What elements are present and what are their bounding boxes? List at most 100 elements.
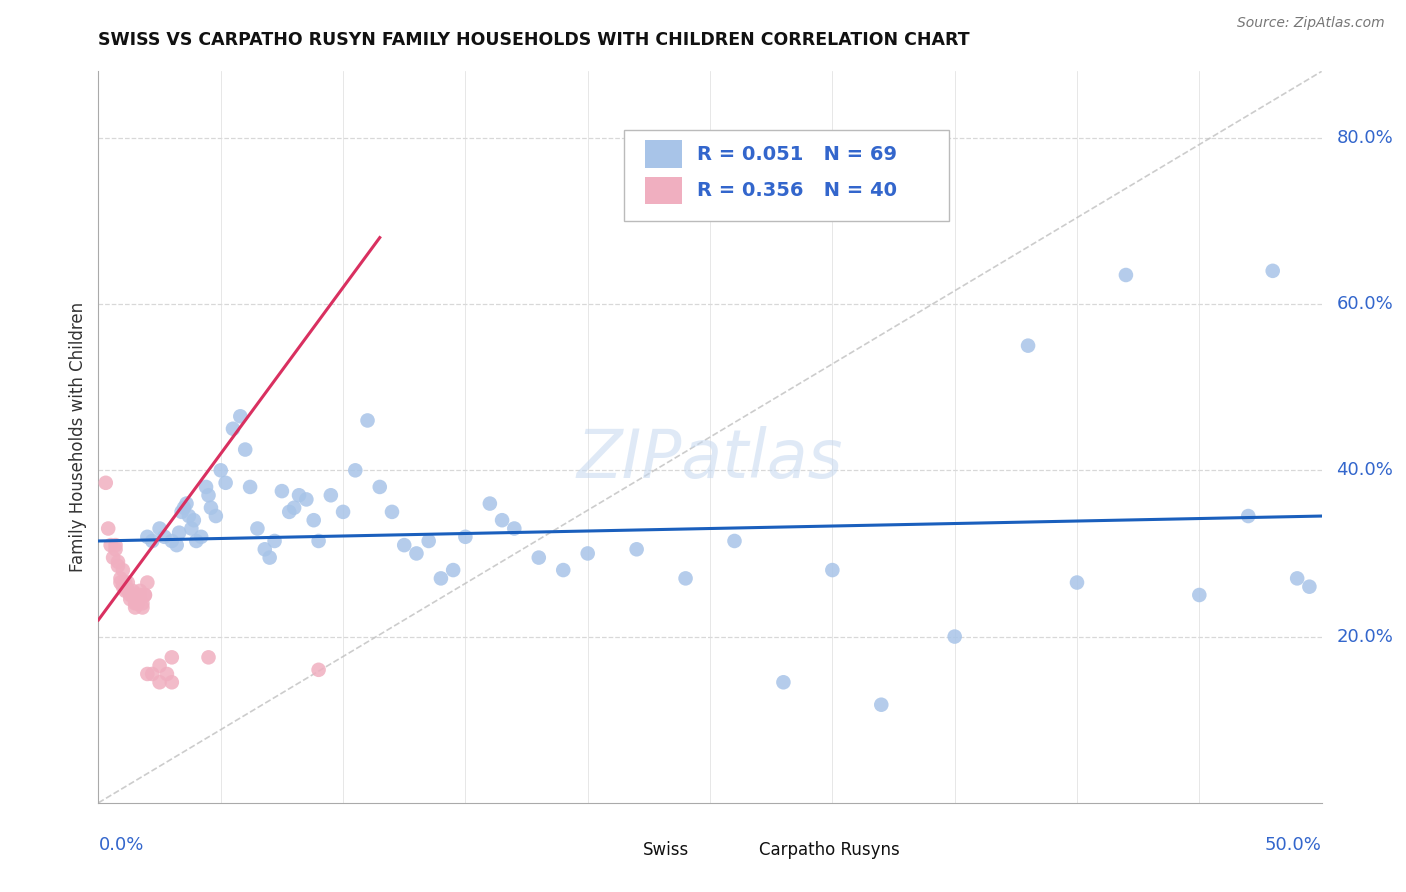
Point <box>166 538 188 552</box>
Point <box>120 592 142 607</box>
Text: 50.0%: 50.0% <box>1265 836 1322 854</box>
Point <box>141 533 163 548</box>
Point <box>1188 588 1211 602</box>
Point <box>134 588 156 602</box>
Point <box>319 488 342 502</box>
Point <box>136 530 159 544</box>
Point <box>870 698 893 712</box>
Point <box>233 442 256 457</box>
Point <box>1286 571 1309 585</box>
Text: Source: ZipAtlas.com: Source: ZipAtlas.com <box>1237 16 1385 30</box>
Point <box>1298 580 1320 594</box>
Point <box>104 538 127 552</box>
Y-axis label: Family Households with Children: Family Households with Children <box>69 302 87 572</box>
Point <box>107 555 129 569</box>
FancyBboxPatch shape <box>723 839 749 862</box>
Point <box>160 675 183 690</box>
Point <box>239 480 262 494</box>
Point <box>283 500 305 515</box>
Point <box>180 521 202 535</box>
Point <box>124 600 146 615</box>
Point <box>200 500 222 515</box>
Point <box>110 571 132 585</box>
Point <box>131 600 153 615</box>
Point <box>222 422 245 436</box>
Point <box>127 596 149 610</box>
Text: SWISS VS CARPATHO RUSYN FAMILY HOUSEHOLDS WITH CHILDREN CORRELATION CHART: SWISS VS CARPATHO RUSYN FAMILY HOUSEHOLD… <box>98 31 970 49</box>
Point <box>1237 509 1260 524</box>
Point <box>124 596 146 610</box>
Text: 0.0%: 0.0% <box>98 836 143 854</box>
Point <box>308 663 330 677</box>
Point <box>1115 268 1137 282</box>
Point <box>160 650 183 665</box>
Text: Swiss: Swiss <box>643 841 689 859</box>
Point <box>110 575 132 590</box>
Point <box>478 497 501 511</box>
Point <box>553 563 575 577</box>
Point <box>943 630 966 644</box>
Point <box>772 675 794 690</box>
Point <box>821 563 844 577</box>
Point <box>491 513 513 527</box>
Point <box>368 480 391 494</box>
Point <box>111 580 134 594</box>
Point <box>332 505 354 519</box>
Point <box>149 521 172 535</box>
Point <box>117 583 139 598</box>
Point <box>503 521 526 535</box>
Point <box>381 505 404 519</box>
Point <box>136 667 159 681</box>
Point <box>190 530 212 544</box>
Point <box>107 558 129 573</box>
Point <box>97 521 120 535</box>
Point <box>723 533 745 548</box>
Point <box>430 571 453 585</box>
Point <box>246 521 269 535</box>
Point <box>129 588 152 602</box>
Point <box>134 588 156 602</box>
Point <box>101 550 124 565</box>
Point <box>626 542 648 557</box>
Point <box>392 538 416 552</box>
Text: 40.0%: 40.0% <box>1336 461 1393 479</box>
FancyBboxPatch shape <box>645 177 682 204</box>
Point <box>121 588 143 602</box>
Point <box>173 500 195 515</box>
Point <box>176 497 198 511</box>
Point <box>1017 338 1039 352</box>
Point <box>205 509 228 524</box>
Point <box>675 571 697 585</box>
Point <box>278 505 301 519</box>
Point <box>120 588 142 602</box>
Point <box>454 530 477 544</box>
Point <box>183 513 205 527</box>
Point <box>117 575 139 590</box>
FancyBboxPatch shape <box>624 130 949 221</box>
Text: 60.0%: 60.0% <box>1336 295 1393 313</box>
Point <box>114 583 136 598</box>
Point <box>1066 575 1088 590</box>
Point <box>153 530 176 544</box>
Text: R = 0.356   N = 40: R = 0.356 N = 40 <box>696 181 897 200</box>
Point <box>527 550 550 565</box>
Point <box>104 542 127 557</box>
Point <box>270 484 294 499</box>
Point <box>114 575 136 590</box>
Point <box>197 650 219 665</box>
Point <box>167 525 190 540</box>
Text: 80.0%: 80.0% <box>1336 128 1393 147</box>
Point <box>288 488 311 502</box>
Text: Carpatho Rusyns: Carpatho Rusyns <box>759 841 900 859</box>
Point <box>160 533 183 548</box>
Point <box>1261 264 1284 278</box>
Point <box>295 492 318 507</box>
FancyBboxPatch shape <box>645 140 682 168</box>
Point <box>259 550 281 565</box>
Text: 20.0%: 20.0% <box>1336 628 1393 646</box>
Point <box>100 538 122 552</box>
Point <box>149 675 172 690</box>
Point <box>263 533 285 548</box>
Point <box>418 533 440 548</box>
Point <box>405 546 427 560</box>
